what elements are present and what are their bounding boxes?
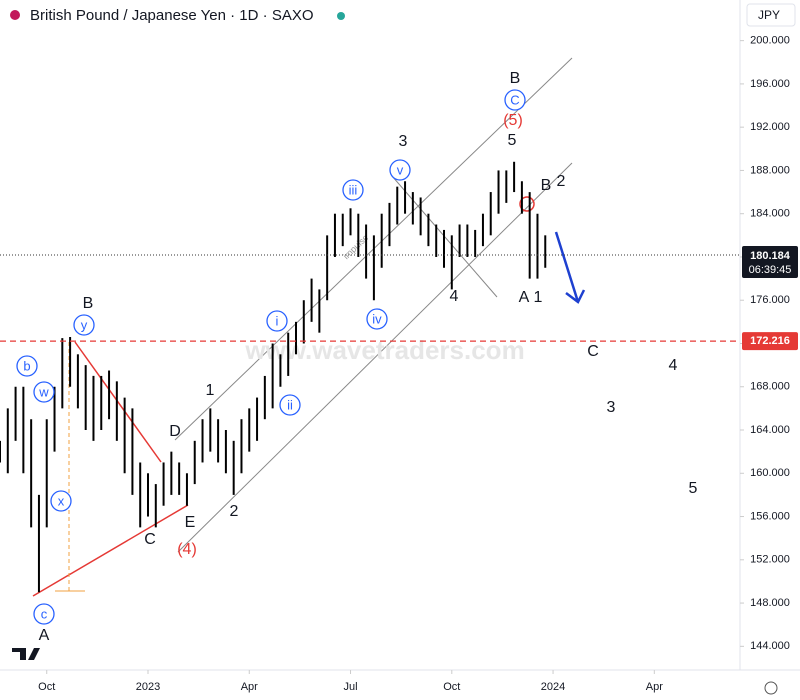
wave-label: 2 [557, 173, 566, 190]
wave-label: A [519, 289, 530, 306]
wave-label: C [510, 92, 519, 107]
watermark: www.wavetraders.com [244, 335, 524, 365]
y-tick-label: 164.000 [750, 424, 790, 436]
highlight-circle [519, 196, 535, 212]
x-tick-label: Jul [343, 681, 357, 693]
y-tick-label: 160.000 [750, 467, 790, 479]
x-tick-label: 2024 [541, 681, 565, 693]
y-tick-label: 144.000 [750, 640, 790, 652]
wave-label: 4 [669, 357, 678, 374]
y-tick-label: 152.000 [750, 554, 790, 566]
wave-label: C [587, 343, 599, 360]
y-tick-label: 148.000 [750, 597, 790, 609]
y-tick-label: 168.000 [750, 381, 790, 393]
channel-bottom [177, 162, 573, 553]
level-box [742, 332, 798, 351]
wave-circle [366, 308, 388, 330]
last-price-label: 180.184 [750, 250, 791, 262]
forecast-arrow [554, 231, 586, 304]
x-tick-label: Oct [38, 681, 55, 693]
wave-circle [266, 310, 288, 332]
wave-circle [33, 603, 55, 625]
wave-label: B [510, 70, 521, 87]
symbol-title[interactable]: British Pound / Japanese Yen · 1D · SAXO [30, 7, 314, 24]
y-tick-label: 184.000 [750, 208, 790, 220]
wave-label: (5) [503, 112, 523, 129]
wave-label: i [276, 313, 279, 328]
countdown: 06:39:45 [749, 264, 792, 276]
x-tick-label: Apr [241, 681, 258, 693]
wave-label: B [541, 177, 552, 194]
x-tick-label: 2023 [136, 681, 160, 693]
wave-label: (4) [177, 541, 197, 558]
wave-circle [342, 179, 364, 201]
triangle-lower [32, 504, 189, 597]
y-tick-label: 188.000 [750, 164, 790, 176]
wave-label: 1 [534, 289, 543, 306]
wave-label: y [81, 317, 88, 332]
wave-circle [50, 490, 72, 512]
x-tick-label: Apr [646, 681, 663, 693]
wave-label: iv [372, 311, 382, 326]
wave-label: C [144, 531, 156, 548]
wave-circle [279, 394, 301, 416]
wave-label: 1 [206, 382, 215, 399]
triangle-upper [74, 341, 162, 463]
wave-circle [504, 89, 526, 111]
wave-label: A [39, 627, 50, 644]
wave-circle [33, 381, 55, 403]
wave-circle [73, 314, 95, 336]
currency[interactable]: JPY [758, 8, 780, 22]
wave-label: v [397, 162, 404, 177]
wave-label: 5 [508, 132, 517, 149]
wave-label: iii [349, 182, 358, 197]
wave-label: ii [287, 397, 293, 412]
logo [12, 648, 40, 660]
y-tick-label: 196.000 [750, 78, 790, 90]
currency-box[interactable] [746, 3, 796, 27]
level-label: 172.216 [750, 335, 790, 347]
symbol-icon [10, 10, 20, 20]
settings[interactable] [764, 681, 778, 695]
y-tick-label: 156.000 [750, 510, 790, 522]
wave-label: x [58, 493, 65, 508]
wave-circle [389, 159, 411, 181]
y-tick-label: 192.000 [750, 121, 790, 133]
market-status [337, 12, 345, 20]
wave-label: w [38, 384, 49, 399]
y-tick-label: 176.000 [750, 294, 790, 306]
x-tick-label: Oct [443, 681, 460, 693]
wave-label: 4 [450, 288, 459, 305]
wave-label: D [169, 423, 181, 440]
wave-label: 3 [399, 133, 408, 150]
wave-circle [16, 355, 38, 377]
wave-label: 2 [230, 503, 239, 520]
wave-label: 5 [689, 480, 698, 497]
wave-label: B [83, 295, 94, 312]
wave-label: E [185, 514, 196, 531]
last-price-box [742, 245, 798, 278]
tv-logo [12, 648, 40, 660]
wave-label: c [41, 606, 48, 621]
wave-label: 3 [607, 399, 616, 416]
plot: 144.000 148.000 152.000 156.000 160.000 164.0… [0, 35, 798, 693]
wave-label: b [23, 358, 30, 373]
y-tick-label: 200.000 [750, 35, 790, 47]
